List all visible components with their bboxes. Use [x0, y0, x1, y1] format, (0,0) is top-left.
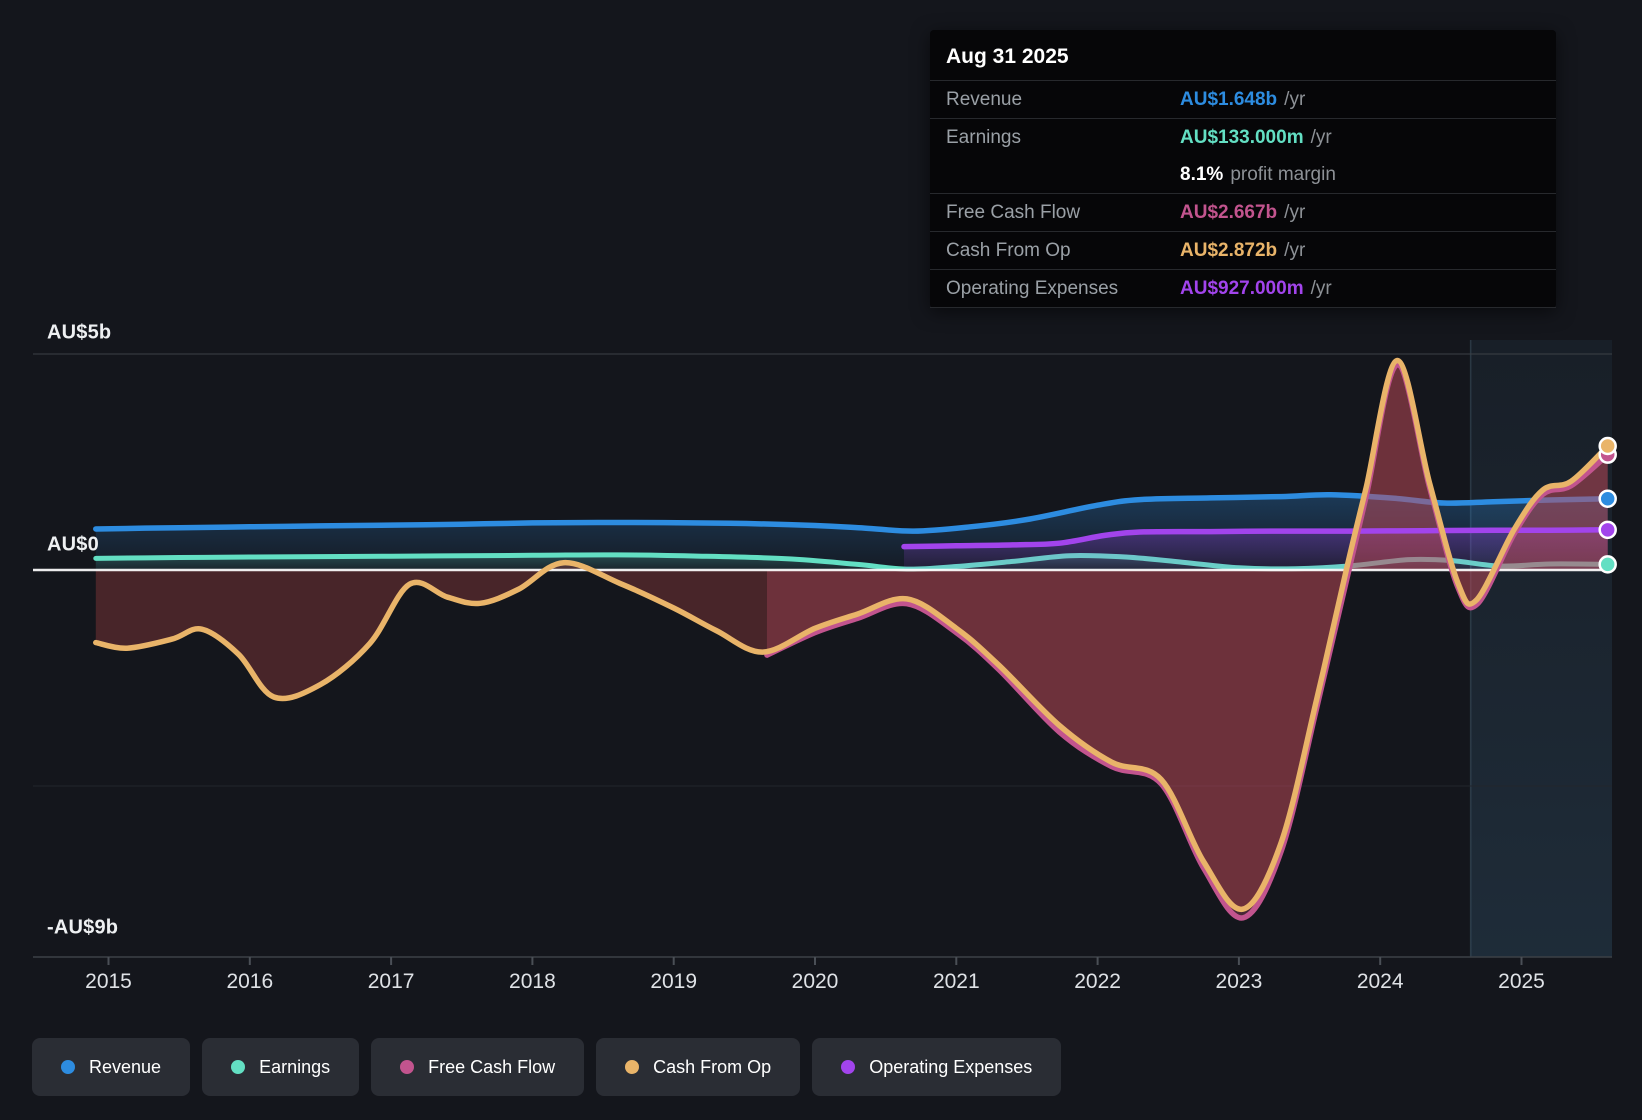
earnings-area-fill [95, 554, 1608, 570]
legend-chip-free-cash-flow[interactable]: Free Cash Flow [371, 1038, 585, 1096]
legend-dot-icon [625, 1060, 640, 1074]
legend-label: Revenue [89, 1056, 162, 1077]
cash-from-op-line [93, 357, 1611, 912]
tooltip-date: Aug 31 2025 [946, 45, 1069, 68]
tooltip-row-suffix: /yr [1310, 126, 1332, 148]
x-axis-label-2017: 2017 [367, 970, 415, 993]
legend-chip-revenue[interactable]: Revenue [32, 1038, 191, 1096]
x-axis-label-2022: 2022 [1074, 970, 1121, 993]
tooltip-row-profit-margin: 8.1% profit margin [930, 156, 1556, 193]
revenue-line [93, 492, 1611, 534]
legend-chip-cash-from-op[interactable]: Cash From Op [596, 1038, 801, 1096]
endpoint-dot-revenue [1598, 489, 1617, 508]
endpoint-dot-operating-expenses [1598, 520, 1617, 540]
free-cash-flow-area-fill [766, 364, 1608, 918]
tooltip-row-label: Earnings [946, 126, 1021, 148]
y-axis-label-5b: AU$5b [47, 321, 112, 344]
endpoint-dot-cash-from-op [1598, 436, 1617, 456]
tooltip-row-label: Operating Expenses [946, 277, 1119, 299]
legend-dot-icon [400, 1060, 415, 1074]
legend-dot-icon [61, 1060, 75, 1074]
forecast-highlight-band [1470, 340, 1612, 957]
tooltip-row-revenue: Revenue AU$1.648b/yr [930, 80, 1556, 118]
tooltip-row-value: AU$927.000m [1180, 277, 1304, 299]
x-axis-label-2019: 2019 [650, 970, 698, 993]
tooltip-row-suffix: /yr [1284, 88, 1306, 110]
tooltip-row-value: AU$133.000m [1180, 126, 1304, 148]
legend-label: Free Cash Flow [428, 1056, 556, 1077]
series-legend: Revenue Earnings Free Cash Flow Cash From O… [32, 1038, 1062, 1096]
legend-chip-operating-expenses[interactable]: Operating Expenses [812, 1038, 1062, 1096]
tooltip-row-value: AU$2.872b [1180, 239, 1278, 261]
tooltip-row-label: Cash From Op [946, 239, 1071, 261]
tooltip-row-value: 8.1% [1180, 163, 1224, 185]
legend-dot-icon [841, 1060, 856, 1074]
x-axis-label-2025: 2025 [1498, 970, 1545, 993]
endpoint-dot-earnings [1598, 555, 1617, 574]
cash-from-op-area-fill [95, 360, 1608, 910]
tooltip-row-label: Revenue [946, 88, 1023, 110]
tooltip-row-suffix: /yr [1284, 201, 1306, 223]
x-axis-label-2020: 2020 [791, 970, 839, 993]
legend-dot-icon [231, 1060, 246, 1074]
x-axis-label-2024: 2024 [1356, 970, 1404, 993]
operating-expenses-area-fill [904, 529, 1608, 570]
tooltip-row-suffix: /yr [1310, 277, 1332, 299]
y-axis-label-0: AU$0 [47, 533, 99, 556]
tooltip-row-suffix: profit margin [1230, 163, 1336, 185]
y-axis-label-neg9b: -AU$9b [47, 916, 119, 939]
legend-label: Earnings [259, 1056, 331, 1077]
tooltip-row-free-cash-flow: Free Cash Flow AU$2.667b/yr [930, 193, 1556, 231]
hover-tooltip-panel: Aug 31 2025 Revenue AU$1.648b/yr Earnings A… [930, 30, 1556, 308]
x-axis-label-2023: 2023 [1215, 970, 1263, 993]
legend-label: Operating Expenses [869, 1056, 1033, 1077]
x-axis-label-2016: 2016 [226, 970, 274, 993]
tooltip-row-cash-from-op: Cash From Op AU$2.872b/yr [930, 231, 1556, 269]
tooltip-row-operating-expenses: Operating Expenses AU$927.000m/yr [930, 269, 1556, 308]
tooltip-row-suffix: /yr [1284, 239, 1306, 261]
x-axis-label-2015: 2015 [85, 970, 132, 993]
legend-chip-earnings[interactable]: Earnings [202, 1038, 360, 1096]
tooltip-row-value: AU$1.648b [1180, 88, 1278, 110]
legend-label: Cash From Op [653, 1056, 772, 1077]
tooltip-row-label: Free Cash Flow [946, 201, 1081, 223]
x-axis-label-2018: 2018 [509, 970, 556, 993]
operating-expenses-line [901, 527, 1611, 550]
tooltip-row-earnings: Earnings AU$133.000m/yr [930, 118, 1556, 156]
x-axis-label-2021: 2021 [932, 970, 980, 993]
tooltip-row-value: AU$2.667b [1180, 201, 1278, 223]
